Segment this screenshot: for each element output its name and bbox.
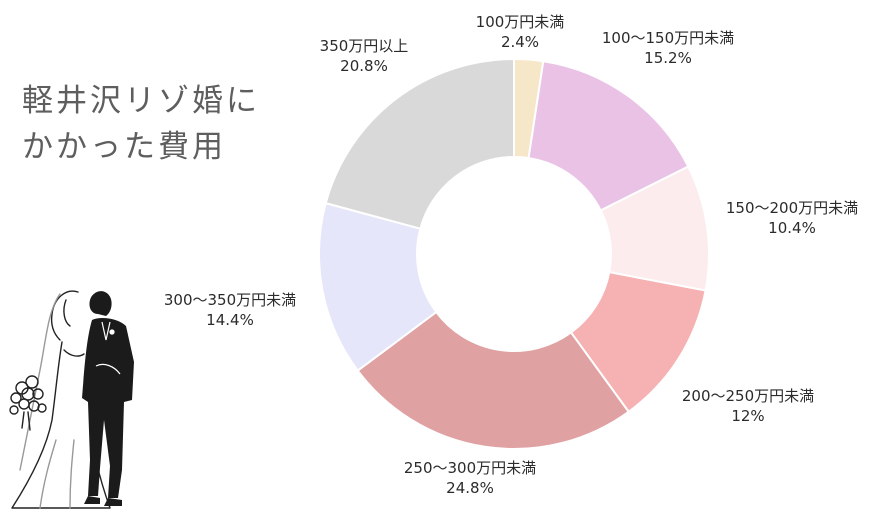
slice-category-6: 350万円以上 — [319, 37, 409, 55]
slice-value-4: 24.8% — [446, 479, 494, 497]
wedding-couple-illustration — [9, 290, 134, 509]
slice-label-6: 350万円以上 20.8% — [320, 36, 409, 76]
slice-value-2: 10.4% — [768, 219, 816, 237]
chart-title: 軽井沢リゾ婚に かかった費用 — [22, 78, 260, 170]
slice-category-5: 300〜350万円未満 — [163, 291, 297, 309]
slice-category-1: 100〜150万円未満 — [601, 29, 735, 47]
slice-label-5: 300〜350万円未満 14.4% — [164, 290, 296, 330]
slice-label-1: 100〜150万円未満 15.2% — [602, 28, 734, 68]
slice-label-2: 150〜200万円未満 10.4% — [726, 198, 858, 238]
slice-value-0: 2.4% — [500, 33, 540, 51]
slice-label-0: 100万円未満 2.4% — [476, 12, 565, 52]
donut-slice-5 — [318, 201, 438, 372]
slice-value-6: 20.8% — [340, 57, 388, 75]
slice-category-2: 150〜200万円未満 — [725, 199, 859, 217]
slice-value-3: 12% — [731, 407, 765, 425]
slice-value-1: 15.2% — [644, 49, 692, 67]
slice-category-0: 100万円未満 — [475, 13, 565, 31]
slice-label-3: 200〜250万円未満 12% — [682, 386, 814, 426]
slice-value-5: 14.4% — [206, 311, 254, 329]
slice-category-3: 200〜250万円未満 — [681, 387, 815, 405]
title-line-2: かかった費用 — [22, 129, 226, 165]
donut-slice-6 — [324, 57, 515, 230]
title-line-1: 軽井沢リゾ婚に — [22, 83, 260, 119]
slice-label-4: 250〜300万円未満 24.8% — [404, 458, 536, 498]
slice-category-4: 250〜300万円未満 — [403, 459, 537, 477]
donut-slice-1 — [527, 60, 690, 212]
donut-slice-4 — [356, 310, 631, 450]
